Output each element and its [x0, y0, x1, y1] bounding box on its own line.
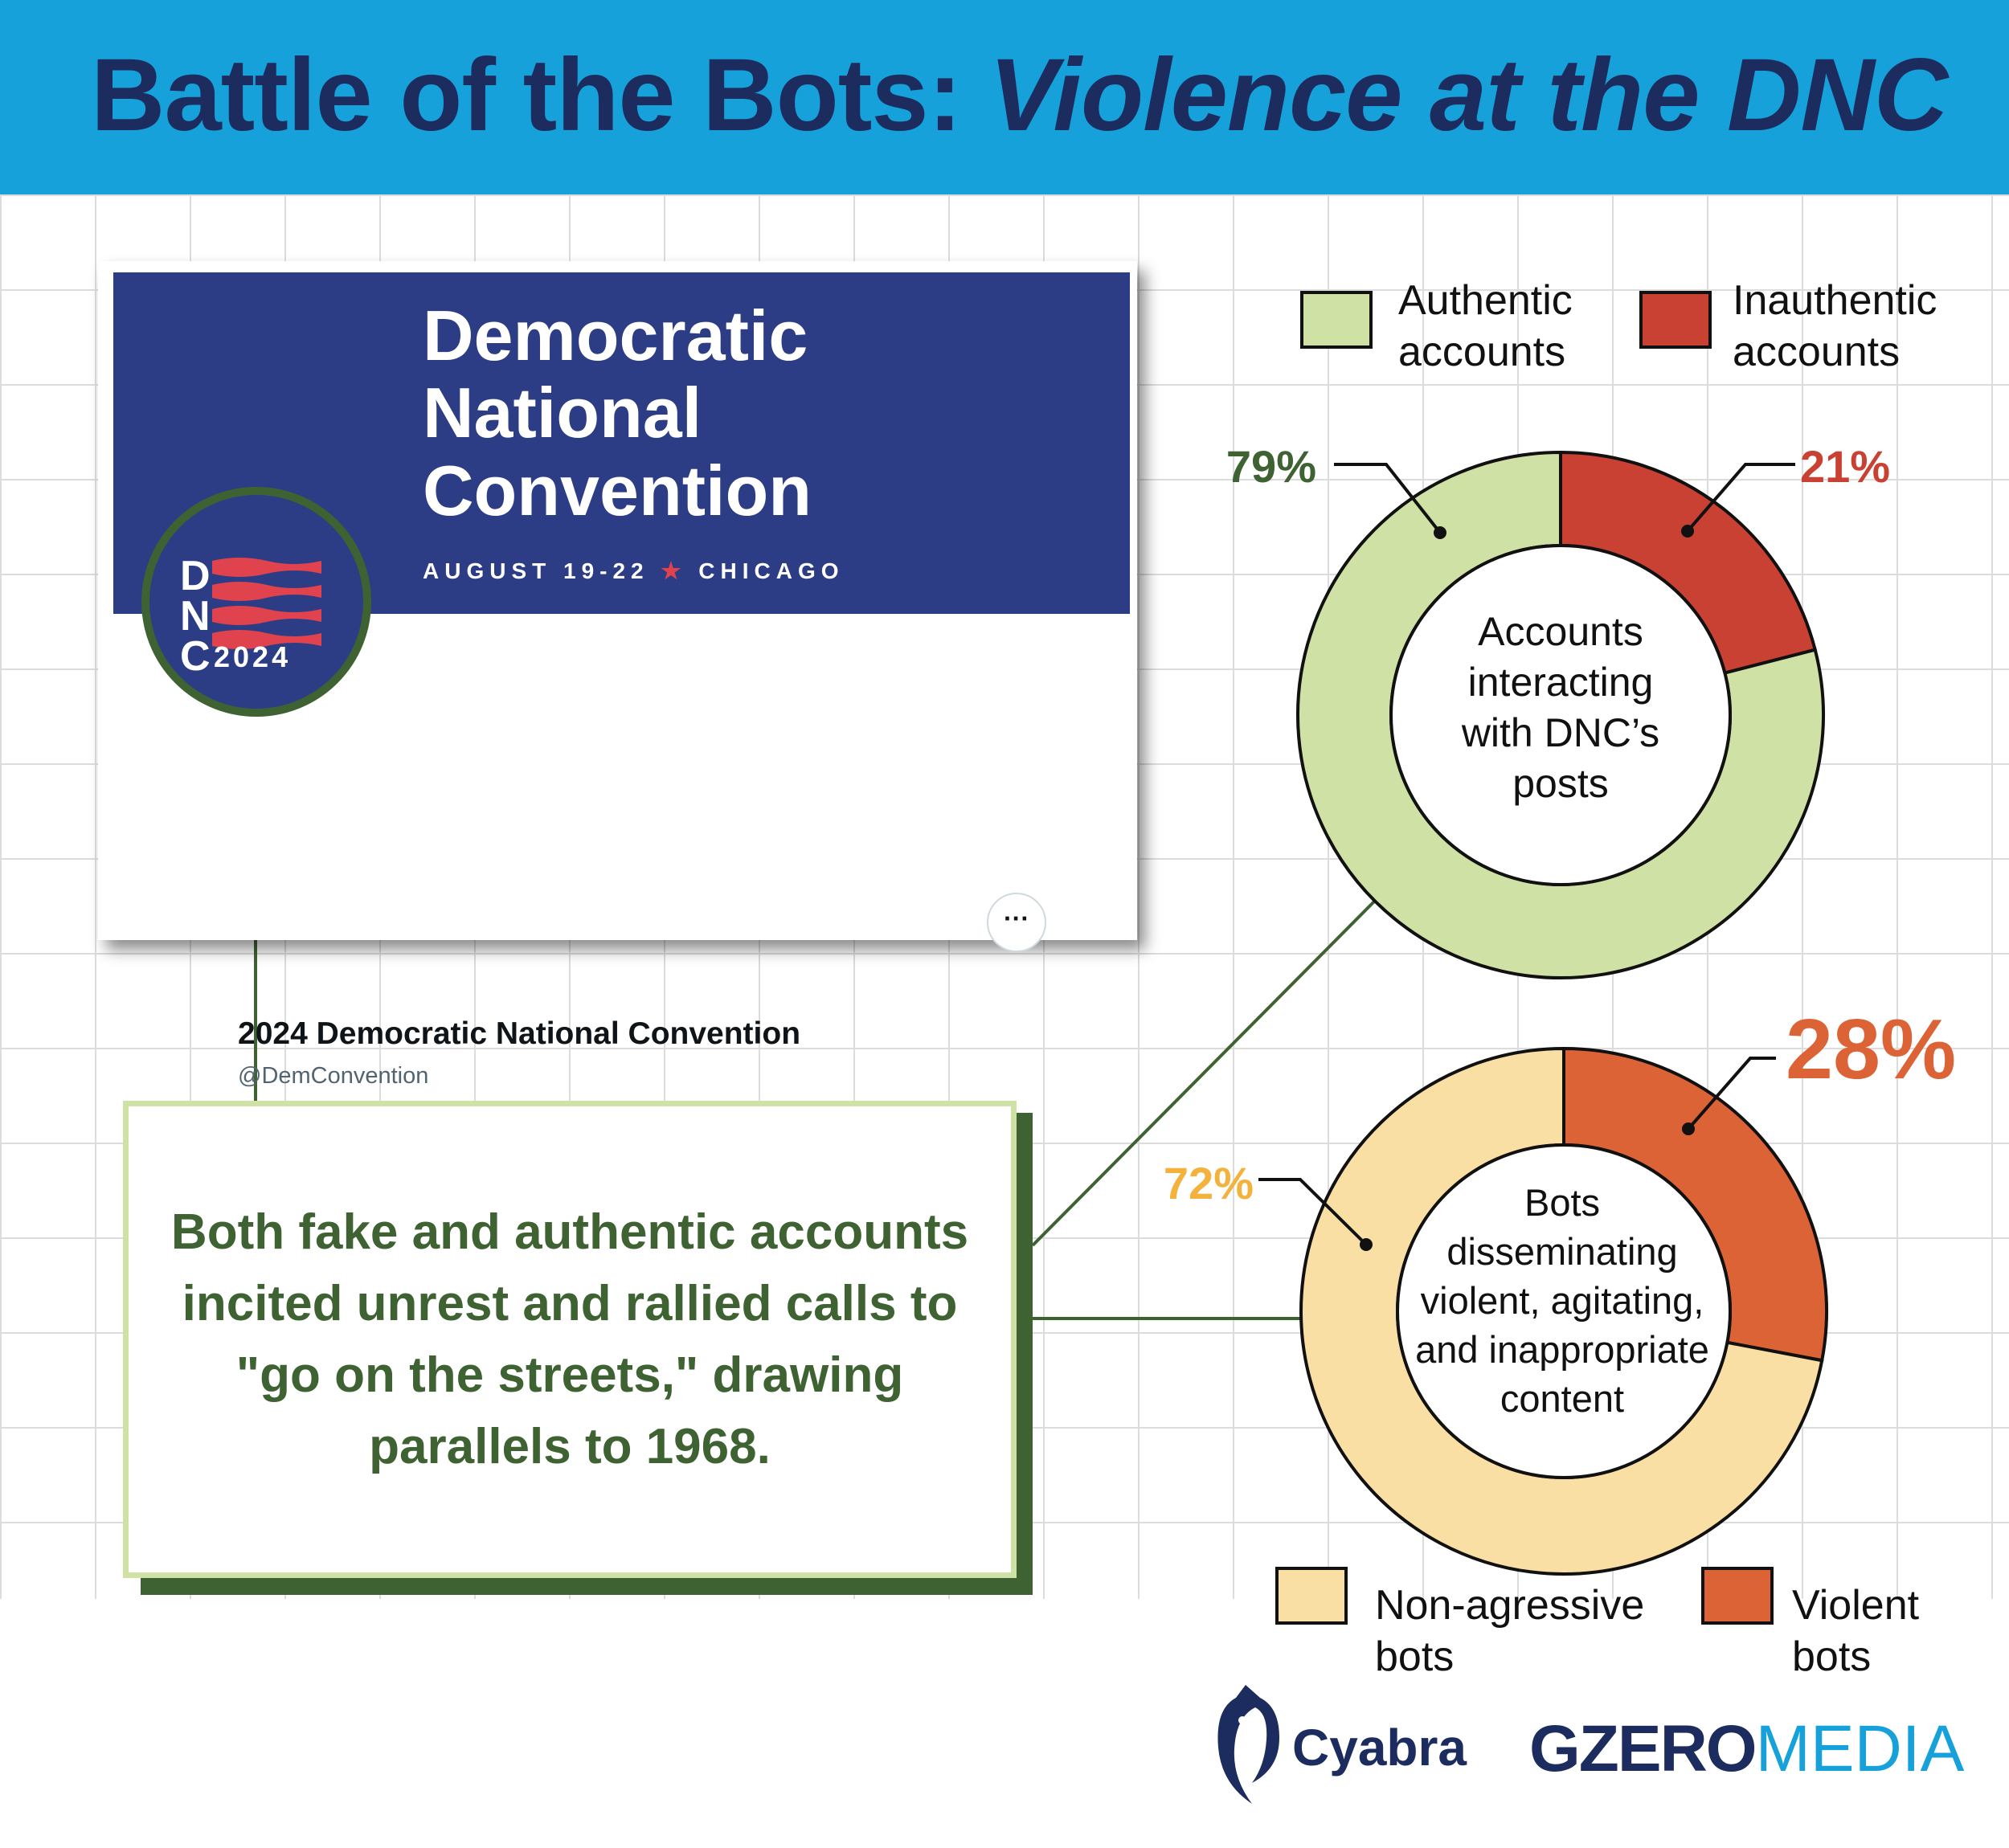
- legend-non-aggressive-line-2: bots: [1375, 1633, 1455, 1680]
- legend-authentic-line-1: Authentic: [1398, 277, 1573, 324]
- gzero-logo-light: MEDIA: [1755, 1712, 1965, 1785]
- donut-1-center-label: Accounts interacting with DNC’s posts: [1400, 607, 1721, 809]
- account-name: 2024 Democratic National Convention: [238, 1016, 801, 1051]
- avatar-letter-d: D: [180, 553, 211, 599]
- title-banner: Battle of the Bots: Violence at the DNC: [0, 0, 2009, 194]
- legend-label-violent: Violent bots: [1792, 1580, 1919, 1682]
- title-italic: Violence at the DNC: [988, 38, 1948, 153]
- donut-2-leader-dot-1: [1360, 1238, 1373, 1251]
- account-handle[interactable]: @DemConvention: [238, 1063, 429, 1089]
- donut-1-center-line-2: interacting: [1467, 660, 1654, 705]
- cyabra-logo: Cyabra: [1292, 1719, 1467, 1776]
- avatar[interactable]: D N C 2024: [141, 487, 371, 717]
- donut-1-leader-line-2: [1686, 463, 1795, 533]
- page-title: Battle of the Bots: Violence at the DNC: [91, 41, 1948, 149]
- banner-line-1: Democratic: [423, 296, 808, 375]
- banner-line-2: National: [423, 373, 702, 452]
- donut-1-value-label-1: 79%: [1226, 441, 1316, 492]
- donut-1-leader-line-1: [1334, 463, 1442, 534]
- banner-line-3: Convention: [423, 451, 812, 530]
- legend-label-inauthentic: Inauthentic accounts: [1733, 275, 1937, 378]
- donut-2-leader-line-2: [1687, 1057, 1776, 1130]
- donut-1-leader-dot-1: [1434, 526, 1446, 539]
- donut-2-center-line-1: Bots: [1524, 1181, 1601, 1224]
- donut-2-value-label-1: 72%: [1164, 1158, 1254, 1208]
- legend-swatch-authentic: [1300, 291, 1373, 349]
- callout-box: Both fake and authentic accounts incited…: [123, 1101, 1017, 1578]
- dnc-logo-icon: D N C 2024: [180, 553, 321, 680]
- legend-swatch-inauthentic: [1639, 291, 1712, 349]
- legend-authentic-line-2: accounts: [1398, 329, 1566, 375]
- avatar-letter-c: C: [180, 633, 211, 680]
- title-main: Battle of the Bots:: [91, 38, 962, 153]
- connector-callout-to-top-donut: [1031, 898, 1377, 1247]
- legend-non-aggressive-line-1: Non-agressive: [1375, 1582, 1645, 1629]
- donut-2-leader-line-1: [1258, 1178, 1368, 1246]
- donut-1-center-line-1: Accounts: [1478, 609, 1643, 654]
- donut-2-leader-dot-2: [1682, 1122, 1695, 1135]
- donut-1-center-line-3: with DNC’s: [1461, 710, 1660, 755]
- donut-2-value-label-2: 28%: [1786, 1002, 1956, 1097]
- stripe-4: [212, 630, 321, 649]
- legend-label-authentic: Authentic accounts: [1398, 275, 1573, 378]
- donut-2-hole: [1396, 1143, 1732, 1479]
- donut-2-center-label: Bots disseminating violent, agitating, a…: [1385, 1178, 1739, 1423]
- stripe-2: [212, 582, 321, 601]
- legend-label-non-aggressive: Non-agressive bots: [1375, 1580, 1644, 1682]
- avatar-letter-n: N: [180, 593, 211, 640]
- legend-violent-line-2: bots: [1792, 1633, 1872, 1680]
- owl-icon: [1217, 1685, 1279, 1804]
- donut-1-leader-dot-2: [1681, 525, 1694, 538]
- stripe-3: [212, 606, 321, 625]
- legend-swatch-violent: [1701, 1567, 1774, 1625]
- donut-2-center-line-2: disseminating: [1446, 1230, 1678, 1273]
- banner-subtitle: AUGUST 19-22 ★ CHICAGO: [423, 558, 845, 584]
- star-icon: ★: [661, 558, 687, 583]
- donut-1-value-label-2: 21%: [1800, 441, 1890, 492]
- legend-swatch-non-aggressive: [1275, 1567, 1348, 1625]
- donut-2-center-line-5: content: [1500, 1377, 1625, 1420]
- avatar-year: 2024: [214, 640, 291, 673]
- gzero-logo-bold: GZERO: [1529, 1712, 1757, 1785]
- gzero-media-logo: GZEROMEDIA: [1529, 1711, 1964, 1787]
- donut-2-center-line-4: and inappropriate: [1415, 1328, 1709, 1371]
- stripe-1: [212, 558, 321, 577]
- banner-city: CHICAGO: [698, 558, 845, 583]
- callout-text: Both fake and authentic accounts incited…: [170, 1204, 969, 1474]
- donut-1-center-line-4: posts: [1512, 761, 1609, 806]
- legend-violent-line-1: Violent: [1792, 1582, 1920, 1629]
- banner-dates: AUGUST 19-22: [423, 558, 649, 583]
- more-options-button[interactable]: ···: [987, 893, 1046, 952]
- legend-inauthentic-line-1: Inauthentic: [1733, 277, 1937, 324]
- legend-inauthentic-line-2: accounts: [1733, 329, 1901, 375]
- donut-2-center-line-3: violent, agitating,: [1420, 1279, 1704, 1322]
- donut-1-hole: [1389, 544, 1732, 886]
